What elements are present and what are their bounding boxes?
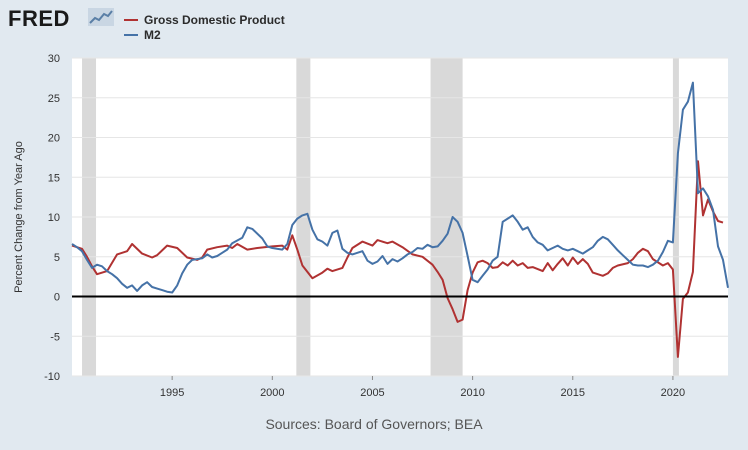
y-tick-label: -5 xyxy=(50,331,60,343)
legend-label-m2: M2 xyxy=(144,27,161,42)
source-note: Sources: Board of Governors; BEA xyxy=(265,416,483,432)
legend-item-gdp[interactable]: Gross Domestic Product xyxy=(124,12,285,27)
y-tick-label: 20 xyxy=(48,133,60,145)
series-lines xyxy=(71,81,729,358)
header: FRED Gross Domestic Product M2 xyxy=(0,0,748,50)
gridlines xyxy=(72,57,728,377)
x-tick-label: 1995 xyxy=(160,387,184,399)
legend-swatch-m2 xyxy=(124,33,138,36)
axes: -10 -5 0 5 10 15 20 25 30 1995 2000 2005 2010 2015 202… xyxy=(44,53,728,399)
series-line-gdp xyxy=(71,160,724,358)
y-tick-label: 25 xyxy=(48,93,60,105)
y-tick-label: 0 xyxy=(54,292,60,304)
series-line-m2 xyxy=(71,81,729,294)
x-tick-label: 2005 xyxy=(360,387,384,399)
x-tick-label: 2015 xyxy=(561,387,585,399)
y-tick-label: 15 xyxy=(48,172,60,184)
legend-label-gdp: Gross Domestic Product xyxy=(144,12,285,27)
legend: Gross Domestic Product M2 xyxy=(124,12,285,42)
y-tick-label: 30 xyxy=(48,53,60,65)
legend-item-m2[interactable]: M2 xyxy=(124,27,285,42)
chart-trend-icon xyxy=(88,8,114,26)
x-tick-label: 2000 xyxy=(260,387,284,399)
fred-logo[interactable]: FRED xyxy=(8,6,70,31)
y-axis-label: Percent Change from Year Ago xyxy=(13,141,25,293)
legend-swatch-gdp xyxy=(124,18,138,21)
y-tick-label: -10 xyxy=(44,371,60,383)
y-tick-label: 10 xyxy=(48,212,60,224)
x-tick-label: 2020 xyxy=(661,387,685,399)
x-tick-label: 2010 xyxy=(460,387,484,399)
y-tick-label: 5 xyxy=(54,252,60,264)
